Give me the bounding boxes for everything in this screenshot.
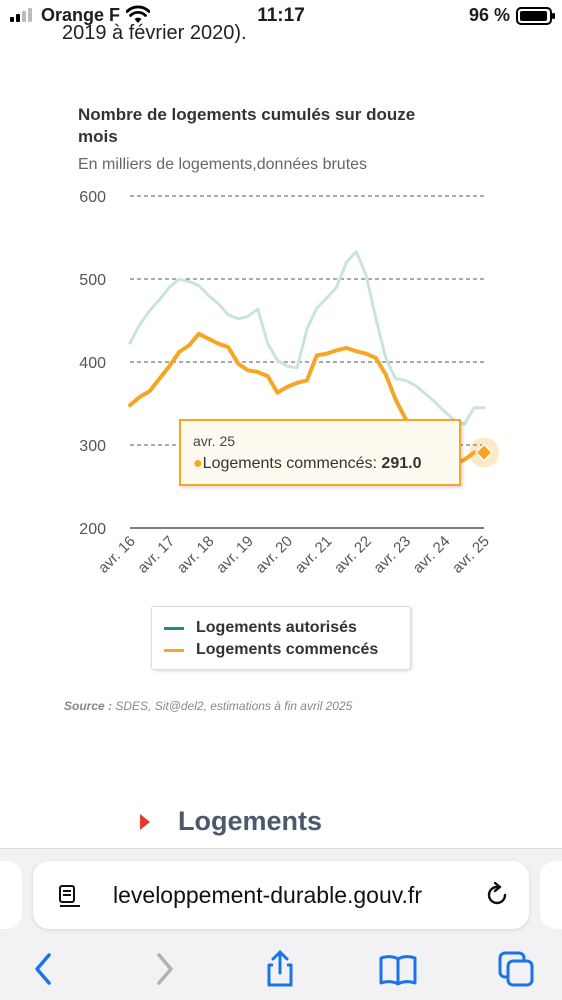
tooltip-series-dot-icon: ● <box>193 455 203 472</box>
battery-percentage: 96 % <box>468 5 510 25</box>
tooltip-separator: : <box>372 455 382 472</box>
x-tick-label: avr. 16 <box>95 533 139 577</box>
x-tick-label: avr. 17 <box>134 533 178 577</box>
chart-title: Nombre de logements cumulés sur douze mo… <box>78 105 416 146</box>
chart-source: Source : SDES, Sit@del2, estimations à f… <box>64 699 352 713</box>
y-tick-label: 600 <box>79 189 106 206</box>
cellular-signal-icon <box>10 8 36 22</box>
status-bar: Orange F 11:17 96 % <box>0 0 562 32</box>
battery-icon <box>516 7 555 25</box>
chart-legend: Logements autorisés Logements commencés <box>151 606 411 670</box>
clock: 11:17 <box>257 5 305 26</box>
next-tab-peek[interactable] <box>540 861 562 929</box>
carrier-name: Orange F <box>41 5 121 25</box>
legend-item-commences[interactable]: Logements commencés <box>164 640 378 660</box>
series-line-autorises <box>128 250 486 426</box>
x-tick-label: avr. 23 <box>370 533 414 577</box>
address-bar[interactable]: leveloppement-durable.gouv.fr <box>33 861 529 929</box>
x-tick-label: avr. 20 <box>252 533 296 577</box>
reload-icon[interactable] <box>483 881 511 909</box>
x-tick-label: avr. 19 <box>213 533 257 577</box>
previous-tab-peek[interactable] <box>0 861 22 929</box>
y-tick-label: 400 <box>79 355 106 372</box>
section-heading-text: Logements <box>178 806 323 836</box>
x-tick-label: avr. 24 <box>410 533 454 577</box>
triangle-right-icon <box>140 813 150 830</box>
bookmarks-icon[interactable] <box>378 949 418 989</box>
y-tick-label: 200 <box>79 521 106 538</box>
share-icon[interactable] <box>260 949 300 989</box>
x-tick-label: avr. 21 <box>292 533 336 577</box>
tabs-icon[interactable] <box>496 949 536 989</box>
x-tick-label: avr. 18 <box>174 533 218 577</box>
wifi-icon <box>126 5 150 23</box>
article-text-fragment: 2019 à février 2020). <box>62 22 247 44</box>
x-tick-label: avr. 22 <box>331 533 375 577</box>
legend-item-autorises[interactable]: Logements autorisés <box>164 618 357 638</box>
url-text[interactable]: leveloppement-durable.gouv.fr <box>113 882 422 908</box>
chart-subtitle: En milliers de logements,données brutes <box>78 156 368 173</box>
tooltip-value: 291.0 <box>381 455 422 472</box>
hover-marker-diamond <box>474 443 494 462</box>
section-heading[interactable]: Logements <box>140 806 322 837</box>
legend-label-autorises: Logements autorisés <box>196 619 357 636</box>
source-text: SDES, Sit@del2, estimations à fin avril … <box>112 699 353 713</box>
tooltip-series-name: Logements commencés <box>202 455 373 472</box>
legend-swatch-autorises <box>164 626 184 630</box>
legend-label-commences: Logements commencés <box>196 641 379 658</box>
y-tick-label: 500 <box>79 272 106 289</box>
tooltip-date: avr. 25 <box>193 433 236 449</box>
source-label: Source : <box>64 699 113 713</box>
chart-tooltip: avr. 25 ●Logements commencés: 291.0 <box>179 419 461 486</box>
back-icon[interactable] <box>24 949 64 989</box>
tooltip-line: ●Logements commencés: 291.0 <box>193 455 421 473</box>
forward-icon[interactable] <box>144 949 184 989</box>
y-tick-label: 300 <box>79 438 106 455</box>
x-tick-label: avr. 25 <box>449 533 493 577</box>
legend-swatch-commences <box>164 648 184 652</box>
browser-toolbar: leveloppement-durable.gouv.fr <box>0 848 562 1000</box>
reader-icon[interactable] <box>57 883 83 909</box>
